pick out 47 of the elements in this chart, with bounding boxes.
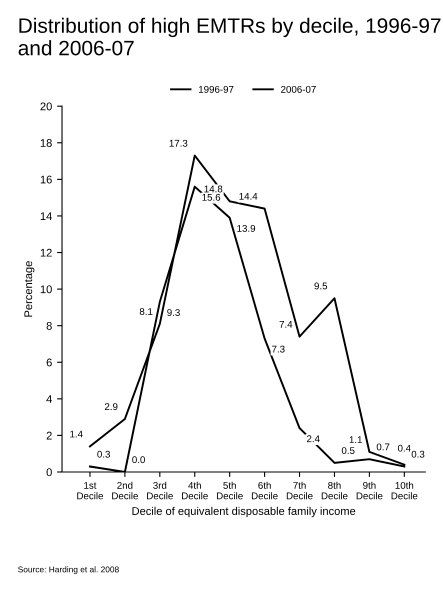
x-tick-label: 6th Decile — [252, 482, 278, 500]
data-label: 0.5 — [342, 447, 355, 454]
legend-label: 1996-97 — [198, 86, 234, 93]
data-label: 2.9 — [104, 403, 118, 410]
data-label: 0.0 — [132, 456, 145, 464]
y-tick-label: 4 — [46, 395, 52, 403]
data-label: 1.1 — [350, 436, 362, 443]
data-label: 15.6 — [202, 194, 220, 201]
data-label: 7.4 — [280, 321, 292, 328]
x-tick-label: 4th Decile — [182, 482, 208, 500]
data-label: 1.4 — [70, 430, 83, 438]
y-tick-label: 6 — [46, 358, 52, 366]
data-label: 7.3 — [272, 346, 285, 353]
x-tick-label: 7th Decile — [286, 482, 313, 500]
y-tick-label: 0 — [46, 468, 52, 476]
y-tick-label: 12 — [40, 248, 52, 257]
x-tick-label: 8th Decile — [322, 482, 348, 500]
data-label: 9.5 — [314, 282, 328, 290]
x-tick-label: 1st Decile — [77, 482, 104, 500]
x-axis-title: Decile of equivalent disposable family income — [132, 506, 356, 518]
data-label: 0.3 — [412, 450, 424, 458]
data-label: 14.8 — [204, 186, 222, 192]
data-label: 14.4 — [239, 192, 258, 200]
y-tick-label: 10 — [40, 285, 52, 294]
data-label: 0.3 — [97, 450, 110, 458]
y-tick-label: 2 — [46, 432, 52, 440]
x-tick-label: 9th Decile — [356, 482, 382, 500]
data-label: 13.9 — [237, 224, 256, 232]
data-label: 2.4 — [306, 435, 320, 442]
data-label: 0.4 — [398, 444, 411, 452]
data-label: 8.1 — [140, 308, 152, 315]
y-axis-title: Percentage — [24, 261, 34, 317]
x-tick-label: 5th Decile — [216, 482, 243, 500]
x-tick-label: 3rd Decile — [147, 482, 173, 500]
data-label: 17.3 — [170, 140, 188, 147]
x-tick-label: 10th Decile — [392, 482, 418, 500]
y-tick-label: 20 — [40, 102, 52, 110]
legend-label: 2006-07 — [281, 86, 316, 93]
y-tick-label: 14 — [40, 212, 52, 220]
data-label: 9.3 — [167, 309, 180, 316]
data-label: 0.7 — [376, 443, 390, 450]
x-tick-label: 2nd Decile — [112, 482, 138, 500]
chart-title: Distribution of high EMTRs by decile, 1996-97 and 2006-07 — [18, 18, 440, 56]
y-tick-label: 18 — [40, 139, 52, 147]
y-tick-label: 16 — [40, 176, 52, 184]
y-tick-label: 8 — [46, 322, 52, 330]
source-note: Source: Harding et al. 2008 — [18, 566, 119, 574]
